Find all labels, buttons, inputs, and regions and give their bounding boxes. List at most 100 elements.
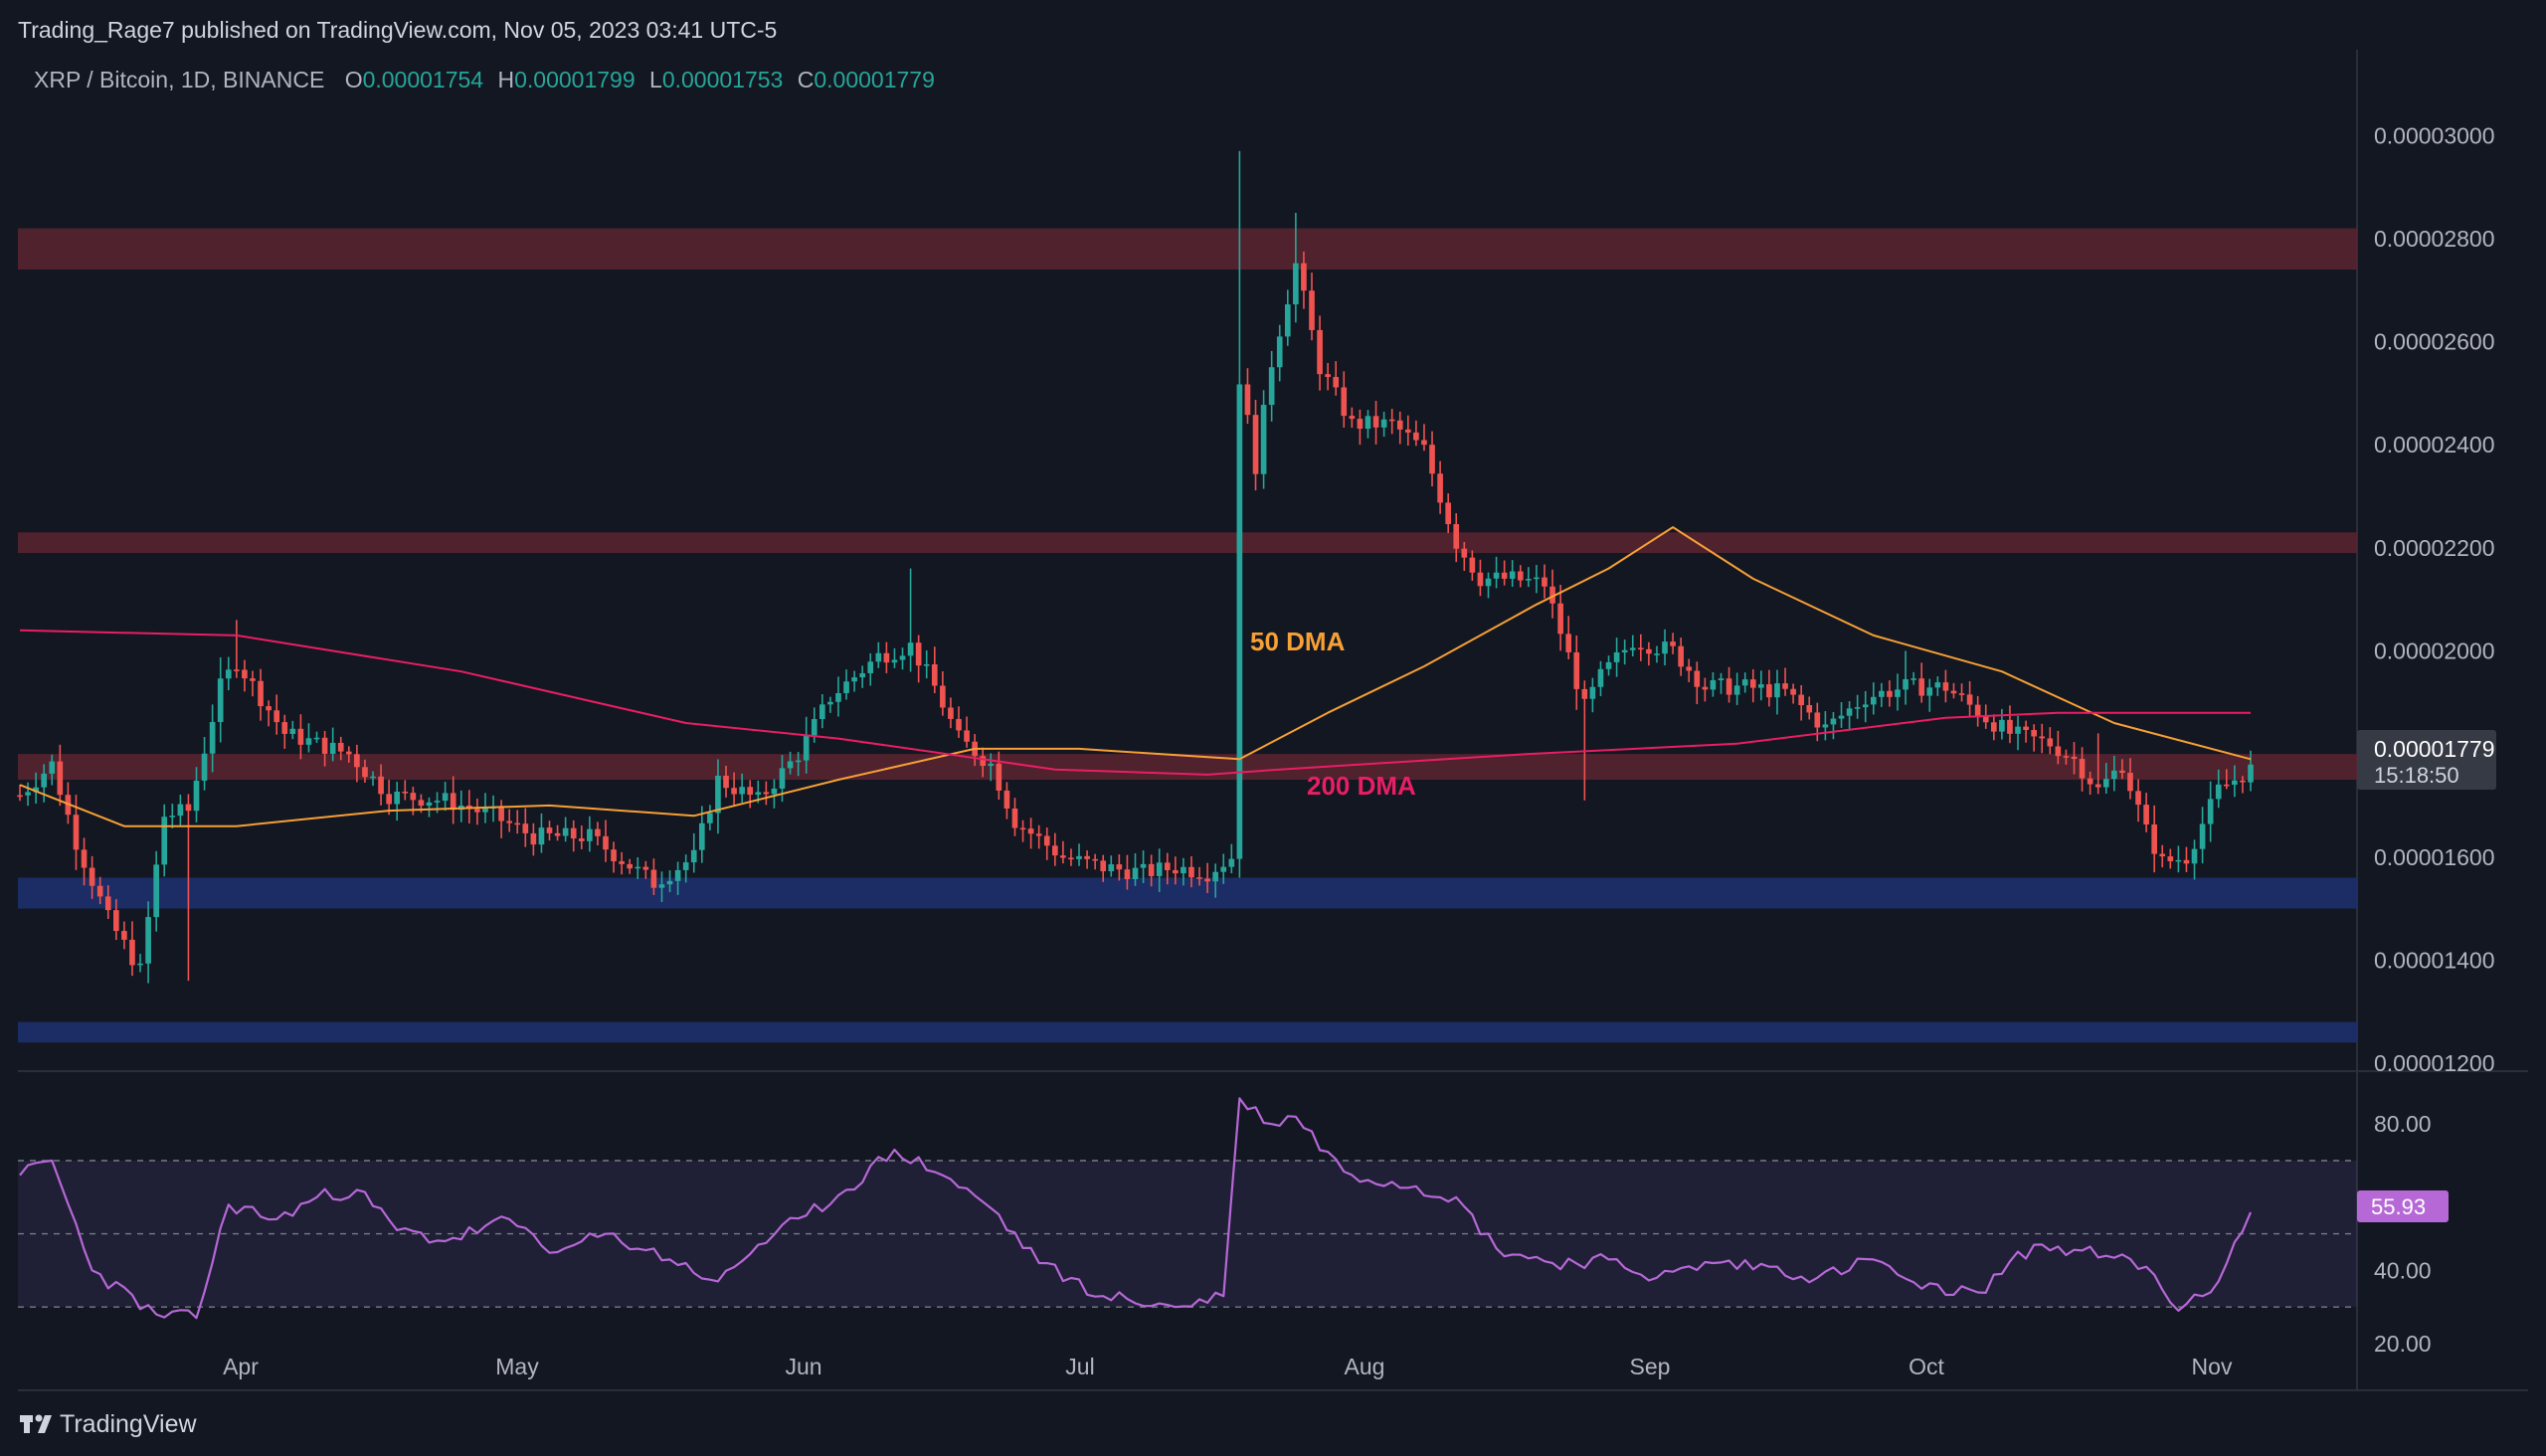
candle[interactable] — [1950, 682, 1957, 699]
candle[interactable] — [1309, 273, 1315, 341]
candle[interactable] — [193, 767, 200, 822]
candle[interactable] — [1068, 848, 1074, 866]
candle[interactable] — [747, 780, 754, 809]
candle[interactable] — [250, 670, 256, 697]
candle[interactable] — [201, 737, 208, 791]
candle[interactable] — [1196, 866, 1202, 886]
candle[interactable] — [1629, 635, 1636, 657]
candle[interactable] — [1236, 150, 1243, 878]
candle[interactable] — [851, 670, 857, 692]
candle[interactable] — [1733, 672, 1740, 706]
candle[interactable] — [1108, 855, 1115, 877]
candle[interactable] — [104, 885, 111, 919]
candle[interactable] — [650, 858, 657, 895]
candle[interactable] — [2055, 730, 2062, 765]
candle[interactable] — [1573, 635, 1580, 710]
candle[interactable] — [1526, 567, 1532, 588]
candle[interactable] — [1461, 542, 1468, 571]
candle[interactable] — [153, 850, 159, 932]
candle[interactable] — [1741, 672, 1748, 693]
candle[interactable] — [1749, 668, 1756, 703]
candle[interactable] — [707, 805, 713, 830]
candle[interactable] — [2151, 805, 2158, 873]
candle[interactable] — [1862, 690, 1869, 723]
candle[interactable] — [1766, 669, 1772, 707]
candle[interactable] — [321, 730, 328, 767]
candle[interactable] — [666, 870, 673, 893]
candle[interactable] — [819, 694, 825, 729]
candle[interactable] — [859, 665, 866, 688]
candle[interactable] — [2063, 749, 2070, 765]
candle[interactable] — [1204, 862, 1210, 893]
candle[interactable] — [1148, 854, 1155, 887]
candle[interactable] — [1301, 251, 1307, 309]
candle[interactable] — [1517, 565, 1524, 588]
candle[interactable] — [1942, 669, 1949, 703]
candle[interactable] — [289, 720, 296, 740]
candles-layer[interactable] — [17, 150, 2254, 984]
candle[interactable] — [1019, 819, 1026, 842]
candle[interactable] — [266, 700, 272, 727]
candle[interactable] — [1421, 424, 1427, 452]
candle[interactable] — [1774, 669, 1780, 715]
candle[interactable] — [402, 780, 409, 801]
candle[interactable] — [386, 780, 392, 816]
candle[interactable] — [1926, 678, 1933, 712]
candle[interactable] — [313, 731, 320, 743]
candle[interactable] — [611, 841, 617, 873]
candle[interactable] — [2191, 839, 2198, 880]
candle[interactable] — [2159, 844, 2166, 868]
candle[interactable] — [121, 921, 127, 950]
candle[interactable] — [1895, 673, 1901, 711]
candle[interactable] — [1790, 683, 1796, 704]
candle[interactable] — [1084, 850, 1090, 869]
candle[interactable] — [1958, 683, 1965, 702]
candle[interactable] — [1027, 818, 1034, 849]
candle[interactable] — [546, 820, 553, 841]
candle[interactable] — [1156, 848, 1163, 893]
candle[interactable] — [739, 773, 745, 803]
candle[interactable] — [1534, 565, 1540, 594]
candle[interactable] — [1670, 633, 1676, 654]
candle[interactable] — [996, 751, 1002, 801]
candle[interactable] — [723, 765, 729, 798]
candle[interactable] — [378, 764, 384, 806]
candle[interactable] — [506, 809, 512, 832]
candle[interactable] — [1437, 460, 1443, 514]
candle[interactable] — [923, 649, 930, 679]
candle[interactable] — [658, 871, 665, 903]
candle[interactable] — [1509, 560, 1516, 587]
candle[interactable] — [2007, 705, 2013, 744]
candle[interactable] — [1581, 680, 1588, 801]
candle[interactable] — [1974, 695, 1981, 727]
candle[interactable] — [161, 804, 168, 877]
candle[interactable] — [137, 954, 143, 973]
candle[interactable] — [81, 837, 88, 886]
candle[interactable] — [1686, 658, 1693, 682]
candle[interactable] — [1445, 493, 1451, 534]
candle[interactable] — [1357, 409, 1364, 446]
candle[interactable] — [1060, 840, 1066, 864]
candle[interactable] — [2127, 758, 2133, 800]
candle[interactable] — [715, 759, 721, 834]
candle[interactable] — [2223, 769, 2230, 790]
candle[interactable] — [1011, 798, 1018, 836]
candle[interactable] — [690, 832, 697, 873]
candle[interactable] — [345, 746, 352, 763]
candle[interactable] — [1188, 855, 1194, 888]
candle[interactable] — [1662, 629, 1668, 666]
candle[interactable] — [362, 759, 368, 783]
candle[interactable] — [1116, 854, 1123, 881]
candle[interactable] — [1453, 513, 1460, 563]
candle[interactable] — [570, 819, 577, 852]
candle[interactable] — [2183, 846, 2190, 872]
candle[interactable] — [1678, 637, 1684, 676]
candle[interactable] — [225, 656, 232, 691]
candle[interactable] — [1333, 361, 1340, 396]
candle[interactable] — [1276, 324, 1283, 382]
candle[interactable] — [305, 723, 312, 753]
candle[interactable] — [587, 816, 593, 852]
candle[interactable] — [1501, 560, 1508, 586]
candle[interactable] — [1726, 666, 1732, 703]
candle[interactable] — [1838, 702, 1845, 728]
